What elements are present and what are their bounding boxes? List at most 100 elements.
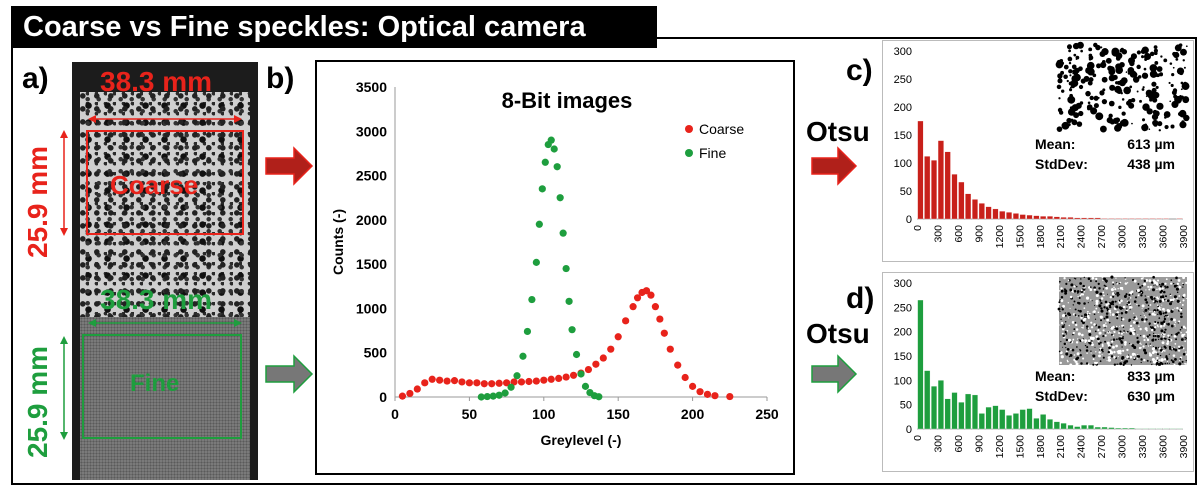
speckle-dot (1117, 288, 1119, 290)
speckle-dot (1142, 86, 1145, 89)
speckle-dot (1109, 305, 1112, 309)
speckle-dot (1141, 284, 1144, 287)
speckle-dot (1166, 299, 1170, 303)
speckle-dot (1058, 350, 1061, 353)
speckle-dot (1115, 327, 1119, 331)
data-point-coarse (599, 354, 607, 362)
data-point-fine (572, 350, 581, 359)
speckle-dot (1119, 352, 1122, 355)
speckle-dot (1180, 88, 1183, 91)
speckle-dot (1097, 325, 1101, 329)
speckle-dot (1062, 313, 1066, 317)
speckle-dot (1071, 348, 1075, 352)
speckle-dot (1079, 348, 1081, 351)
speckle-dot (1086, 352, 1088, 354)
speckle-dot (1158, 283, 1161, 286)
speckle-dot (1173, 318, 1176, 322)
data-point-coarse (711, 392, 719, 400)
speckle-dot (1169, 293, 1171, 296)
speckle-dot (1166, 360, 1169, 363)
speckle-dot (1155, 85, 1159, 89)
legend-marker-coarse (685, 125, 693, 133)
speckle-dot (1063, 64, 1069, 70)
histogram-bar (958, 402, 965, 430)
data-point-coarse (443, 377, 451, 385)
speckle-dot (1130, 98, 1136, 103)
arrowhead (60, 336, 68, 344)
speckle-dot (1074, 308, 1077, 311)
y-tick-label: 50 (900, 400, 912, 412)
speckle-dot (1159, 291, 1162, 294)
speckle-dot (1070, 118, 1074, 122)
speckle-dot (1141, 304, 1145, 308)
speckle-dot (1158, 338, 1160, 340)
speckle-dot (1158, 317, 1161, 319)
speckle-dot (1116, 282, 1119, 285)
speckle-dot (1087, 302, 1089, 304)
speckle-dot (1159, 354, 1162, 357)
speckle-dot (1128, 342, 1130, 344)
speckle-dot (1149, 64, 1158, 72)
speckle-dot (1169, 302, 1172, 306)
speckle-dot (1138, 325, 1140, 327)
speckle-dot (1122, 336, 1124, 338)
speckle-dot (1067, 123, 1071, 127)
speckle-dot (1174, 342, 1177, 345)
speckle-dot (1072, 331, 1075, 335)
histogram-bar (985, 406, 992, 430)
legend-label-fine: Fine (699, 145, 726, 161)
speckle-dot (1131, 122, 1133, 125)
speckle-dot (1157, 321, 1160, 324)
data-point-fine (577, 370, 585, 378)
histogram-bar (1108, 427, 1115, 430)
speckle-dot (1073, 53, 1077, 57)
speckle-dot (1086, 312, 1089, 315)
speckle-dot (1174, 95, 1182, 104)
speckle-dot (1157, 362, 1162, 366)
histogram-bar (937, 380, 944, 430)
speckle-dot (1185, 331, 1188, 334)
speckle-dot (1178, 359, 1180, 361)
x-tick-label: 1200 (994, 225, 1006, 249)
speckle-dot (1139, 99, 1142, 103)
speckle-dot (1156, 353, 1159, 356)
speckle-dot (1099, 315, 1102, 318)
speckle-dot (1082, 327, 1084, 329)
speckle-dot (1102, 291, 1105, 294)
speckle-dot (1140, 334, 1142, 337)
speckle-dot (1169, 298, 1173, 302)
x-tick-label: 2100 (1055, 225, 1067, 249)
speckle-dot (1163, 317, 1167, 321)
speckle-dot (1143, 320, 1146, 323)
speckle-dot (1060, 299, 1064, 303)
speckle-dot (1073, 300, 1076, 303)
speckle-dot (1080, 49, 1083, 53)
otsu-label-c: Otsu (806, 116, 870, 147)
speckle-dot (1129, 70, 1137, 78)
speckle-dot (1142, 334, 1146, 338)
speckle-dot (1073, 354, 1076, 356)
speckle-dot (1162, 335, 1165, 339)
speckle-dot (1108, 113, 1113, 118)
x-tick-label: 100 (532, 406, 556, 422)
speckle-dot (1149, 304, 1152, 306)
speckle-dot (1165, 355, 1168, 358)
data-point-fine (581, 382, 590, 390)
speckle-dot (1061, 332, 1064, 335)
speckle-dot (1183, 333, 1186, 336)
speckle-dot (1058, 324, 1060, 326)
speckle-dot (1173, 282, 1175, 285)
speckle-dot (1153, 332, 1155, 334)
speckle-dot (1085, 349, 1089, 352)
speckle-dot (1096, 337, 1100, 341)
histogram-bar (1081, 424, 1088, 430)
speckle-dot (1109, 311, 1112, 314)
speckle-dot (1095, 112, 1104, 121)
speckle-dot (1108, 100, 1115, 107)
speckle-dot (1127, 298, 1129, 300)
x-tick-label: 3300 (1137, 435, 1149, 459)
speckle-dot (1106, 341, 1110, 345)
data-point-fine (532, 258, 540, 266)
speckle-dot (1122, 318, 1125, 321)
